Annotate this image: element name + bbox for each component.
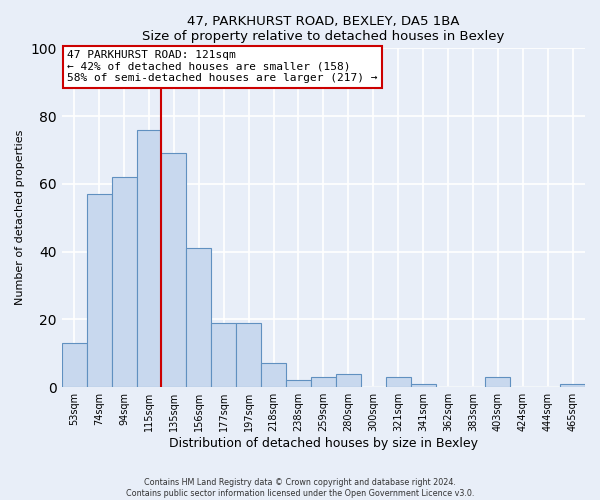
Bar (410, 384, 436, 387)
Bar (62, 343, 87, 387)
Bar (236, 323, 261, 387)
Text: 47 PARKHURST ROAD: 121sqm
← 42% of detached houses are smaller (158)
58% of semi: 47 PARKHURST ROAD: 121sqm ← 42% of detac… (67, 50, 377, 83)
Bar (87, 194, 112, 387)
Bar (485, 377, 510, 387)
Bar (261, 364, 286, 387)
Bar (336, 374, 361, 387)
Bar (112, 177, 137, 387)
Bar (386, 377, 410, 387)
Bar (137, 130, 161, 387)
Title: 47, PARKHURST ROAD, BEXLEY, DA5 1BA
Size of property relative to detached houses: 47, PARKHURST ROAD, BEXLEY, DA5 1BA Size… (142, 15, 505, 43)
Bar (211, 323, 236, 387)
Bar (311, 377, 336, 387)
Bar (560, 384, 585, 387)
Text: Contains HM Land Registry data © Crown copyright and database right 2024.
Contai: Contains HM Land Registry data © Crown c… (126, 478, 474, 498)
X-axis label: Distribution of detached houses by size in Bexley: Distribution of detached houses by size … (169, 437, 478, 450)
Bar (286, 380, 311, 387)
Y-axis label: Number of detached properties: Number of detached properties (15, 130, 25, 306)
Bar (161, 154, 187, 387)
Bar (187, 248, 211, 387)
